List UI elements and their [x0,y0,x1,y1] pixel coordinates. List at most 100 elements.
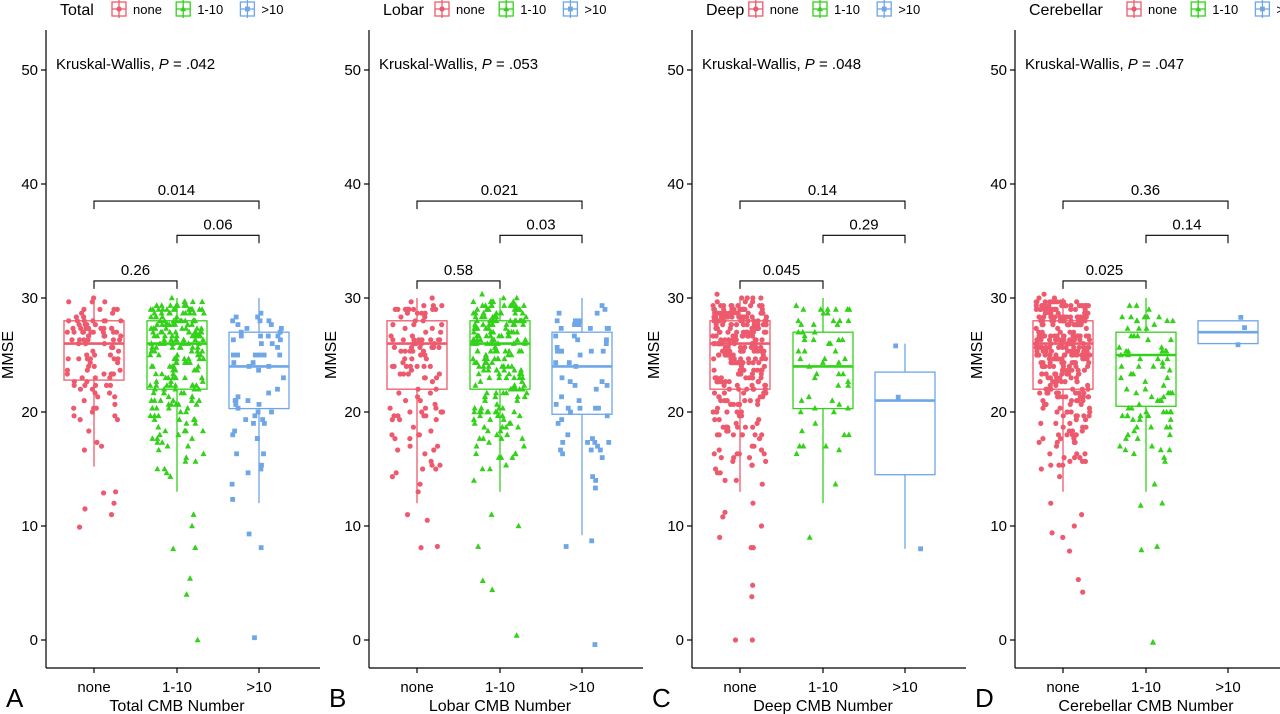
outlier-point [1075,576,1081,583]
data-point [761,363,768,369]
data-point [200,309,207,316]
data-point [428,458,434,464]
data-point [750,360,756,366]
comparison-p-value: 0.14 [808,182,837,199]
data-point [516,385,523,392]
data-point [1066,363,1072,369]
data-point [182,309,189,316]
data-point [159,439,166,445]
data-point [71,413,77,419]
data-point [732,360,738,366]
data-point [716,329,723,335]
data-point [256,367,261,373]
data-point [162,374,169,381]
data-point [111,356,117,362]
data-point [715,379,721,385]
legend-key [175,0,191,18]
data-point [1072,439,1078,445]
data-point [751,386,757,392]
data-point [744,386,750,392]
data-point [714,299,720,305]
data-point [277,337,283,343]
data-point [602,307,608,312]
data-point [480,363,487,369]
data-point [487,298,494,305]
y-tick-label: 40 [667,176,684,193]
data-point [1041,314,1047,320]
data-point [820,309,827,316]
data-point [832,480,839,487]
data-point [484,355,491,362]
data-point [66,299,72,305]
legend-label: none [770,2,799,17]
data-point [1055,325,1061,331]
data-point [1080,318,1087,324]
data-point [109,344,115,350]
data-point [98,443,105,449]
data-point [483,306,490,312]
data-point [165,404,172,411]
data-point [836,446,843,453]
data-point [436,344,442,350]
data-point [183,454,190,460]
data-point [845,382,852,388]
data-point [565,432,571,438]
data-point [78,310,85,316]
data-point [190,416,197,422]
y-tick-label: 50 [344,62,361,79]
outlier-point [82,506,88,512]
data-point [470,477,477,483]
data-point [423,329,429,335]
data-point [492,408,499,415]
comparison-p-value: 0.26 [121,262,150,279]
data-point [1137,412,1144,419]
data-point [835,336,842,343]
data-point [1054,409,1060,415]
y-axis-title: MMSE [0,331,17,379]
kruskal-wallis-label: Kruskal-Wallis, P = .047 [1025,56,1184,73]
data-point [1078,401,1084,407]
data-point [560,451,565,457]
x-tick-label: 1-10 [162,679,192,696]
outlier-point [1049,530,1055,536]
data-point [841,355,848,362]
outlier-point [589,538,595,544]
outlier-point [717,534,723,541]
legend-marker [1131,6,1137,12]
data-point [496,404,503,411]
data-point [118,318,124,324]
data-point [163,325,170,331]
data-point [734,382,740,388]
data-point [514,397,521,403]
data-point [81,447,88,453]
data-point [845,431,852,438]
data-point [88,329,94,335]
data-point [230,352,236,358]
data-point [1068,306,1074,312]
comparison-bracket: 0.025 [1062,262,1147,289]
data-point [1082,458,1089,464]
data-point [163,469,170,476]
data-point [1123,347,1130,354]
data-point [421,413,427,419]
data-point [588,447,594,453]
data-point [1053,337,1059,343]
data-point [170,306,177,312]
data-point [400,360,406,366]
data-point [1067,329,1073,335]
data-point [1040,436,1046,442]
outlier-point [1060,534,1066,541]
data-point [402,348,408,354]
data-point [801,347,808,354]
data-point [762,356,769,362]
data-point [414,363,420,369]
data-point [258,466,264,472]
data-point [590,474,596,479]
data-point [566,360,572,365]
data-point [256,402,262,407]
data-point [1048,314,1054,320]
data-point [265,333,271,339]
data-point [1142,378,1149,384]
legend-title: Cerebellar [1029,2,1103,19]
data-point [1085,344,1092,350]
